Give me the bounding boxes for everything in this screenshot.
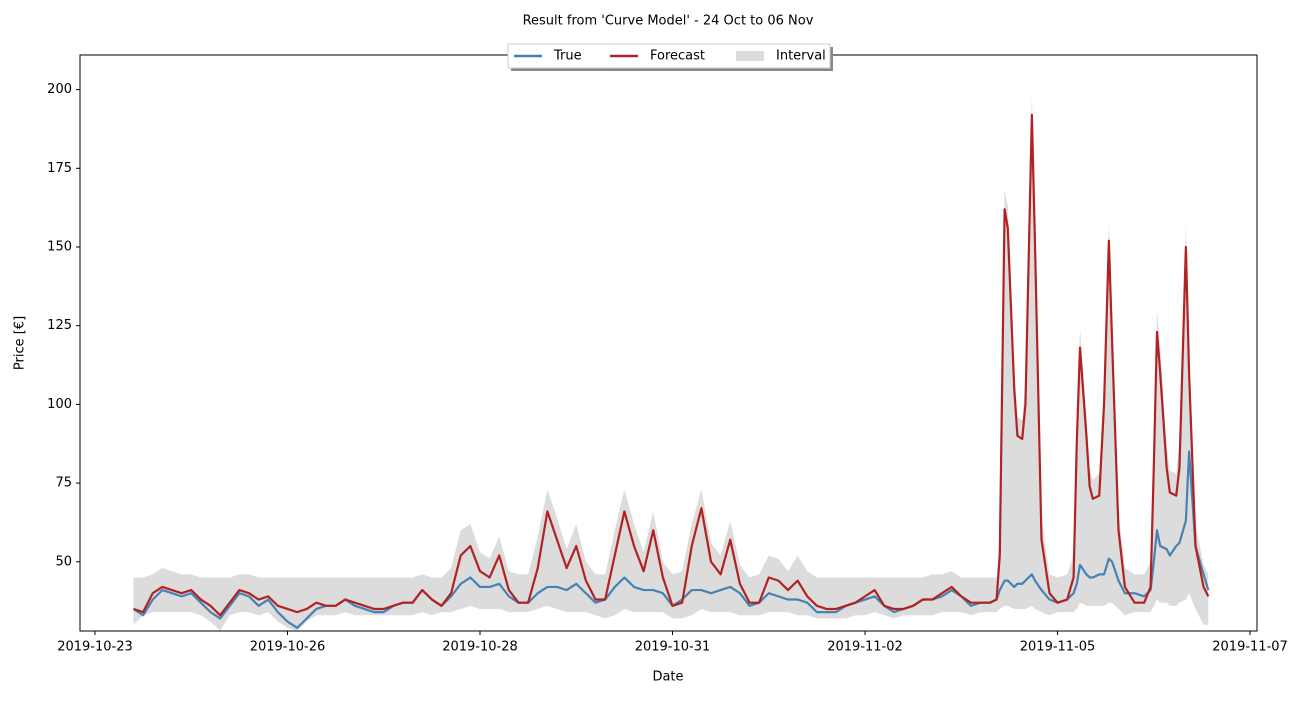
y-tick-label: 200 bbox=[47, 82, 72, 97]
legend-label: True bbox=[553, 49, 582, 64]
interval-band bbox=[133, 95, 1209, 631]
series-group bbox=[132, 95, 1210, 631]
x-tick-label: 2019-11-05 bbox=[1020, 640, 1096, 655]
legend-swatch bbox=[736, 51, 764, 61]
y-tick-label: 175 bbox=[47, 161, 72, 176]
y-axis-label: Price [€] bbox=[13, 316, 28, 370]
legend-label: Forecast bbox=[650, 49, 705, 64]
y-tick-label: 50 bbox=[55, 554, 72, 569]
chart-title: Result from 'Curve Model' - 24 Oct to 06… bbox=[523, 14, 814, 29]
line-1 bbox=[133, 113, 1210, 617]
x-axis-label: Date bbox=[652, 670, 683, 685]
plot-area: 50 75 100 125 150 175 200 2019-10-23 2019-10-26 2… bbox=[47, 54, 1288, 655]
y-tick-label: 100 bbox=[47, 397, 72, 412]
y-tick-label: 125 bbox=[47, 318, 72, 333]
y-tick-label: 150 bbox=[47, 240, 72, 255]
x-tick-label: 2019-10-26 bbox=[250, 640, 326, 655]
x-tick-label: 2019-10-31 bbox=[635, 640, 711, 655]
x-tick-label: 2019-10-28 bbox=[442, 640, 518, 655]
legend: True Forecast Interval bbox=[507, 43, 833, 71]
x-tick-label: 2019-11-02 bbox=[827, 640, 903, 655]
x-tick-label: 2019-11-07 bbox=[1212, 640, 1288, 655]
y-tick-label: 75 bbox=[55, 476, 72, 491]
x-tick-label: 2019-10-23 bbox=[57, 640, 133, 655]
legend-label: Interval bbox=[776, 49, 826, 64]
legend-box bbox=[507, 43, 831, 69]
